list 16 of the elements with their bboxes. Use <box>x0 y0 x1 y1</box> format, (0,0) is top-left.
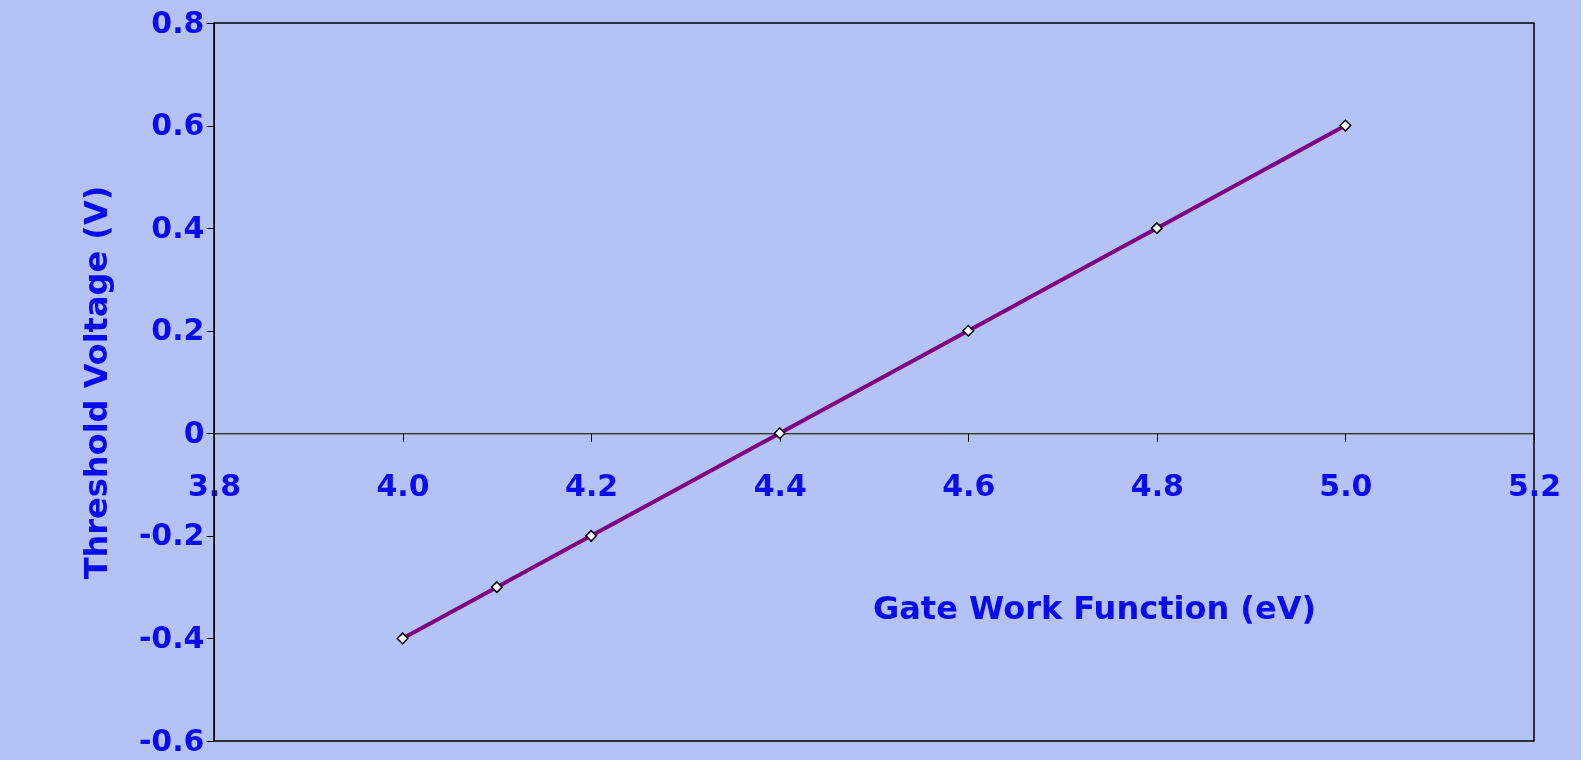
x-tick-label: 4.2 <box>565 467 619 503</box>
y-axis-title: Threshold Voltage (V) <box>76 185 115 580</box>
y-tick-label: 0.6 <box>151 107 205 143</box>
y-tick-label: -0.2 <box>138 517 205 553</box>
y-tick-label: -0.6 <box>138 722 205 758</box>
y-tick-label: -0.4 <box>138 619 205 655</box>
x-tick-label: 4.4 <box>753 467 807 503</box>
x-axis-title: Gate Work Function (eV) <box>872 588 1317 627</box>
y-tick-label: 0.2 <box>151 312 205 348</box>
y-tick-label: 0.4 <box>151 209 205 245</box>
x-tick-label: 5.0 <box>1319 467 1373 503</box>
x-tick-label: 4.6 <box>942 467 996 503</box>
y-tick-label: 0.8 <box>151 4 205 40</box>
y-tick-label: 0 <box>183 414 205 450</box>
x-tick-label: 4.0 <box>376 467 430 503</box>
x-tick-label: 4.8 <box>1130 467 1184 503</box>
